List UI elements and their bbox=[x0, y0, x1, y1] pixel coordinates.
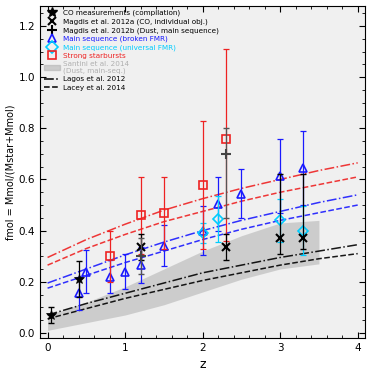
Legend: CO measurements (compilation), Magdis et al. 2012a (CO, individual obj.), Magdis: CO measurements (compilation), Magdis et… bbox=[43, 8, 220, 92]
X-axis label: z: z bbox=[199, 359, 206, 371]
Y-axis label: fmol = Mmol/(Mstar+Mmol): fmol = Mmol/(Mstar+Mmol) bbox=[6, 104, 16, 239]
